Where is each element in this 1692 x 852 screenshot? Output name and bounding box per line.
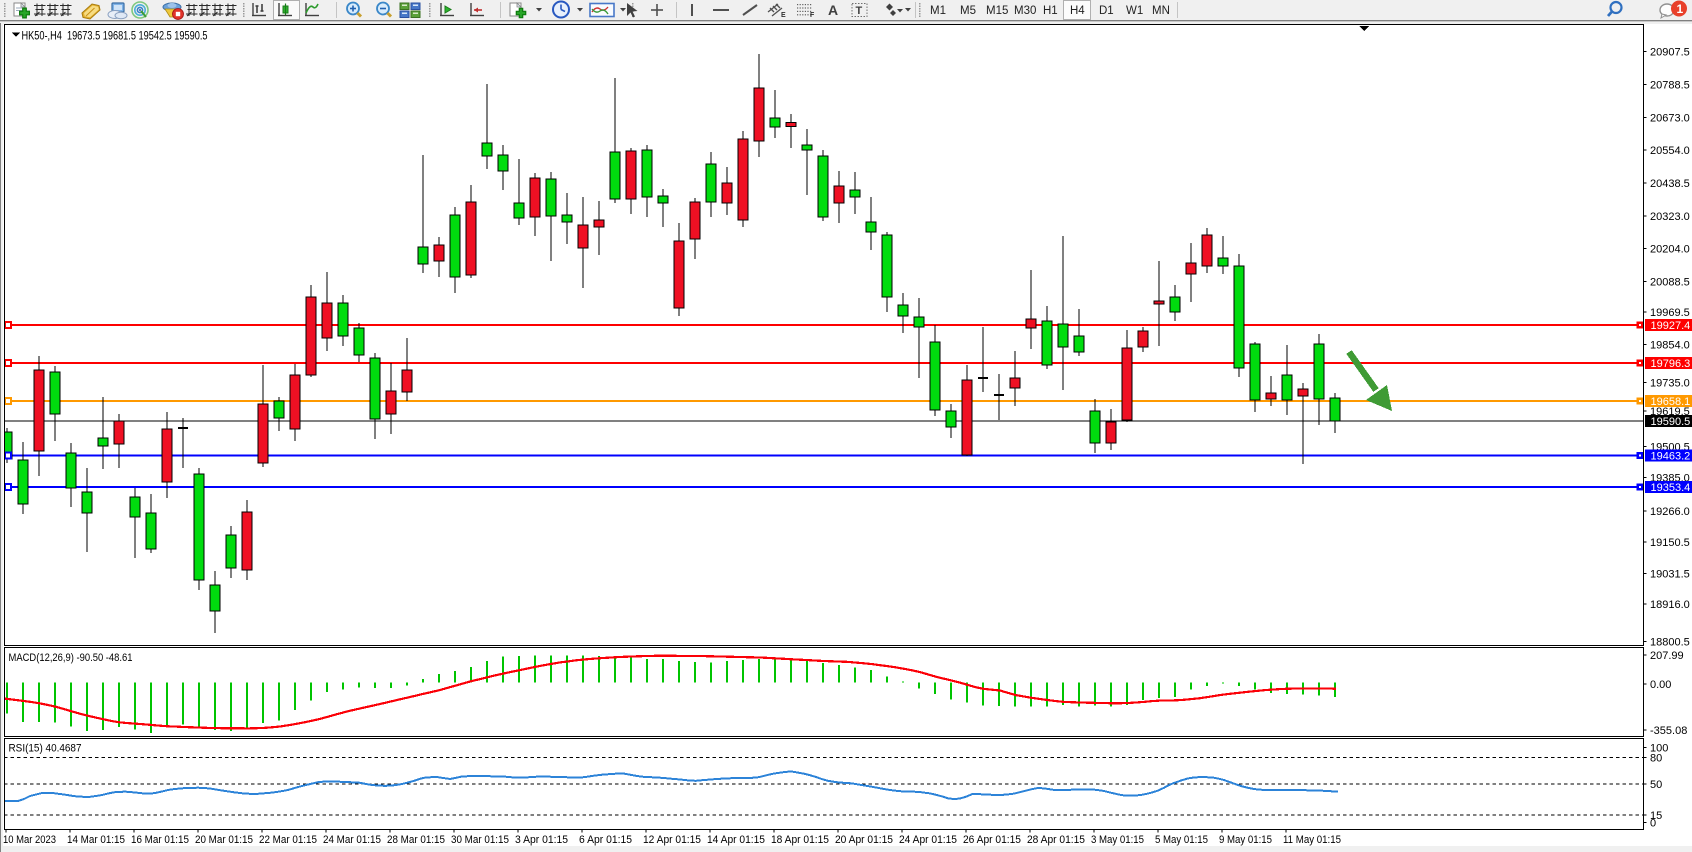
svg-text:19927.4: 19927.4 [1651,320,1691,332]
svg-text:19735.0: 19735.0 [1650,377,1690,389]
svg-text:20788.5: 20788.5 [1650,80,1690,92]
svg-text:MACD(12,26,9) -90.50 -48.61: MACD(12,26,9) -90.50 -48.61 [9,652,133,664]
svg-text:HK50-,H4 19673.5 19681.5 1954: HK50-,H4 19673.5 19681.5 19542.5 19590.5 [22,31,208,43]
svg-text:W1: W1 [1126,5,1143,17]
svg-text:28 Apr 01:15: 28 Apr 01:15 [1027,834,1085,846]
svg-text:0.00: 0.00 [1650,679,1671,691]
svg-text:19969.5: 19969.5 [1650,307,1690,319]
svg-text:100: 100 [1650,743,1668,755]
svg-text:18800.5: 18800.5 [1650,636,1690,648]
svg-text:22 Mar 01:15: 22 Mar 01:15 [259,834,317,846]
svg-text:50: 50 [1650,779,1662,791]
svg-text:A: A [828,2,838,18]
svg-text:19590.5: 19590.5 [1651,416,1691,428]
svg-text:30 Mar 01:15: 30 Mar 01:15 [451,834,509,846]
svg-text:H4: H4 [1070,5,1085,17]
svg-text:11 May 01:15: 11 May 01:15 [1283,834,1341,846]
svg-text:15: 15 [1650,810,1662,822]
svg-text:19353.4: 19353.4 [1651,482,1691,494]
svg-text:24 Apr 01:15: 24 Apr 01:15 [899,834,957,846]
svg-text:16 Mar 01:15: 16 Mar 01:15 [131,834,189,846]
svg-text:18916.0: 18916.0 [1650,599,1690,611]
svg-text:14 Mar 01:15: 14 Mar 01:15 [67,834,125,846]
svg-text:19266.0: 19266.0 [1650,506,1690,518]
svg-text:26 Apr 01:15: 26 Apr 01:15 [963,834,1021,846]
svg-text:28 Mar 01:15: 28 Mar 01:15 [387,834,445,846]
svg-text:20673.0: 20673.0 [1650,112,1690,124]
svg-text:20 Apr 01:15: 20 Apr 01:15 [835,834,893,846]
svg-text:9 May 01:15: 9 May 01:15 [1219,834,1272,846]
svg-text:RSI(15) 40.4687: RSI(15) 40.4687 [9,743,82,755]
svg-text:20438.5: 20438.5 [1650,178,1690,190]
svg-text:19463.2: 19463.2 [1651,451,1691,463]
svg-text:19031.5: 19031.5 [1650,569,1690,581]
svg-text:1: 1 [1677,2,1684,16]
svg-text:19796.3: 19796.3 [1651,358,1691,370]
svg-text:D1: D1 [1099,5,1114,17]
svg-text:20 Mar 01:15: 20 Mar 01:15 [195,834,253,846]
svg-text:12 Apr 01:15: 12 Apr 01:15 [643,834,701,846]
svg-text:20323.0: 20323.0 [1650,211,1690,223]
svg-text:M30: M30 [1014,5,1036,17]
svg-text:-355.08: -355.08 [1650,725,1687,737]
svg-text:5 May 01:15: 5 May 01:15 [1155,834,1208,846]
svg-text:14 Apr 01:15: 14 Apr 01:15 [707,834,765,846]
svg-text:M1: M1 [930,5,946,17]
svg-text:20088.5: 20088.5 [1650,277,1690,289]
svg-text:80: 80 [1650,753,1662,765]
svg-text:20554.0: 20554.0 [1650,145,1690,157]
svg-text:T: T [856,5,863,17]
svg-text:0: 0 [1650,818,1656,830]
svg-text:3 May 01:15: 3 May 01:15 [1091,834,1144,846]
svg-text:19854.0: 19854.0 [1650,340,1690,352]
svg-text:M15: M15 [986,5,1008,17]
svg-text:10 Mar 2023: 10 Mar 2023 [3,834,56,846]
svg-text:18 Apr 01:15: 18 Apr 01:15 [771,834,829,846]
svg-text:20907.5: 20907.5 [1650,46,1690,58]
svg-text:6 Apr 01:15: 6 Apr 01:15 [579,834,632,846]
svg-text:H1: H1 [1043,5,1058,17]
svg-text:MN: MN [1152,5,1170,17]
svg-text:207.99: 207.99 [1650,650,1684,662]
svg-text:19150.5: 19150.5 [1650,537,1690,549]
svg-text:19658.1: 19658.1 [1651,396,1691,408]
svg-text:E: E [781,12,786,19]
svg-text:F: F [810,12,815,19]
svg-text:M5: M5 [960,5,976,17]
svg-text:24 Mar 01:15: 24 Mar 01:15 [323,834,381,846]
svg-text:20204.0: 20204.0 [1650,244,1690,256]
svg-text:3 Apr 01:15: 3 Apr 01:15 [515,834,568,846]
